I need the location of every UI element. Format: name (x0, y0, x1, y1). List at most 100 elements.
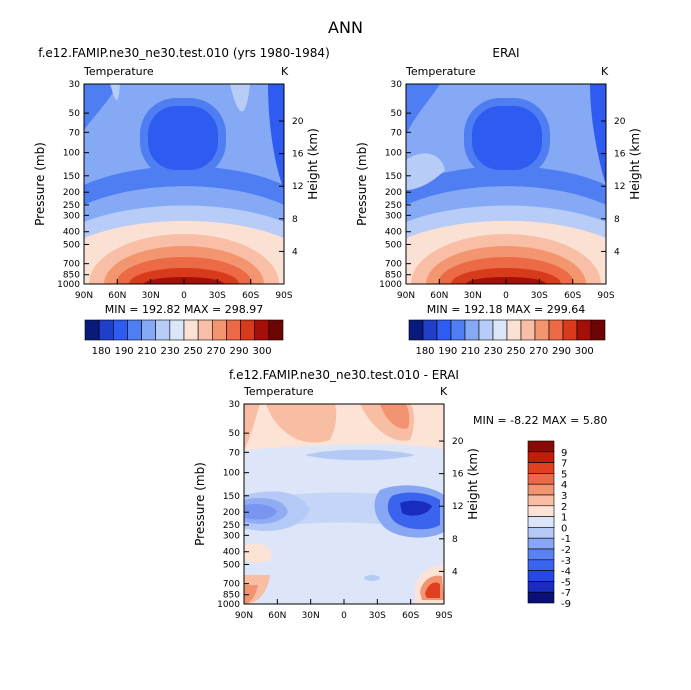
colorbar-swatch (527, 462, 555, 474)
y-tick-label: 250 (63, 201, 80, 211)
colorbar-label: -3 (561, 556, 571, 567)
colorbar-swatch (478, 319, 494, 341)
colorbar-label: 300 (575, 346, 594, 357)
colorbar-swatch (226, 319, 241, 341)
y-tick-label: 1000 (57, 280, 80, 290)
colorbar-label: 190 (438, 346, 457, 357)
min-max-stats: MIN = -8.22 MAX = 5.80 (473, 414, 607, 427)
colorbar-label: 290 (229, 346, 248, 357)
figure-title: ANN (328, 18, 363, 37)
colorbar-swatch (527, 581, 555, 593)
colorbar-label: -7 (561, 588, 571, 599)
y-tick-label: 70 (69, 128, 81, 138)
colorbar-label: 0 (561, 523, 567, 534)
y-tick-label: 100 (385, 149, 402, 159)
y-tick-label: 70 (391, 128, 403, 138)
colorbar-swatch (155, 319, 171, 341)
y-tick-label: 300 (385, 211, 402, 221)
colorbar-swatch (527, 537, 555, 550)
variable-label: Temperature (83, 65, 154, 78)
colorbar-swatch (527, 548, 555, 561)
colorbar-swatch (527, 516, 555, 528)
colorbar-swatch (527, 570, 555, 582)
colorbar-label: -5 (561, 577, 571, 588)
y-tick-label: 50 (391, 109, 403, 119)
y-tick-label: 400 (63, 228, 80, 238)
y-tick-label: 500 (385, 240, 402, 250)
colorbar-swatch (112, 319, 128, 341)
colorbar-label: 7 (561, 459, 567, 470)
axes: 3050701001502002503004005007008501000481… (193, 400, 480, 621)
y-tick-label: 150 (385, 172, 402, 182)
y-axis-label: Pressure (mb) (355, 142, 369, 226)
contour-field (244, 404, 444, 604)
colorbar-label: 5 (561, 469, 567, 480)
colorbar-swatch (527, 494, 555, 507)
height-tick-label: 16 (614, 150, 626, 160)
height-tick-label: 16 (452, 470, 464, 480)
y-axis-label: Pressure (mb) (33, 142, 47, 226)
colorbar-label: 190 (115, 346, 134, 357)
colorbar-swatch (127, 319, 142, 341)
height-tick-label: 8 (452, 535, 458, 545)
colorbar-swatch (141, 319, 157, 341)
colorbar-swatch (548, 319, 564, 341)
colorbar-swatch (436, 319, 452, 341)
x-tick-label: 60S (564, 291, 581, 301)
y-tick-label: 100 (63, 149, 80, 159)
panel-title: f.e12.FAMIP.ne30_ne30.test.010 - ERAI (229, 368, 459, 382)
colorbar-label: 2 (561, 502, 567, 513)
y-tick-label: 700 (385, 260, 402, 270)
colorbar-swatch (576, 319, 592, 341)
variable-label: Temperature (243, 385, 314, 398)
colorbar-swatch (527, 473, 555, 485)
y-tick-label: 700 (223, 580, 240, 590)
panel-model: f.e12.FAMIP.ne30_ne30.test.010 (yrs 1980… (33, 46, 330, 357)
height-tick-label: 8 (292, 215, 298, 225)
colorbar-label: 180 (415, 346, 434, 357)
height-tick-label: 12 (452, 502, 463, 512)
colorbar-swatch (527, 483, 555, 496)
unit-label: K (601, 65, 609, 78)
y-tick-label: 250 (385, 201, 402, 211)
colorbar-label: -2 (561, 545, 571, 556)
colorbar-swatch (450, 319, 466, 341)
colorbar: 180 190 210 230 250 270 290 300 (408, 319, 606, 357)
x-tick-label: 30S (209, 291, 226, 301)
colorbar-swatch (527, 559, 555, 571)
y-tick-label: 1000 (217, 600, 240, 610)
x-tick-label: 90N (75, 291, 93, 301)
y-tick-label: 400 (223, 548, 240, 558)
colorbar-swatch (527, 527, 555, 539)
unit-label: K (440, 385, 448, 398)
colorbar-swatch (520, 319, 536, 341)
y-tick-label: 700 (63, 260, 80, 270)
y-tick-label: 850 (385, 271, 402, 281)
colorbar-swatch (254, 319, 270, 341)
height-tick-label: 20 (292, 117, 304, 127)
colorbar-label: 210 (461, 346, 480, 357)
y-tick-label: 500 (223, 560, 240, 570)
panel-obs: ERAI Temperature K 305070100150200250300… (355, 46, 642, 357)
y-tick-label: 30 (229, 400, 241, 410)
x-tick-label: 0 (181, 291, 187, 301)
x-tick-label: 30S (369, 611, 386, 621)
x-tick-label: 60N (430, 291, 448, 301)
colorbar-swatch (98, 319, 114, 341)
height-tick-label: 4 (614, 247, 620, 257)
x-tick-label: 0 (341, 611, 347, 621)
y-tick-label: 300 (63, 211, 80, 221)
y-right-axis-label: Height (km) (628, 128, 642, 199)
unit-label: K (281, 65, 289, 78)
colorbar-label: 1 (561, 513, 567, 524)
variable-label: Temperature (405, 65, 476, 78)
colorbar-swatch (464, 319, 480, 341)
colorbar-swatch (527, 505, 555, 517)
min-max-stats: MIN = 192.18 MAX = 299.64 (427, 303, 585, 316)
colorbar-label: 180 (92, 346, 111, 357)
colorbar-swatch (590, 319, 606, 341)
colorbar-swatch (183, 319, 199, 341)
height-tick-label: 4 (452, 567, 458, 577)
